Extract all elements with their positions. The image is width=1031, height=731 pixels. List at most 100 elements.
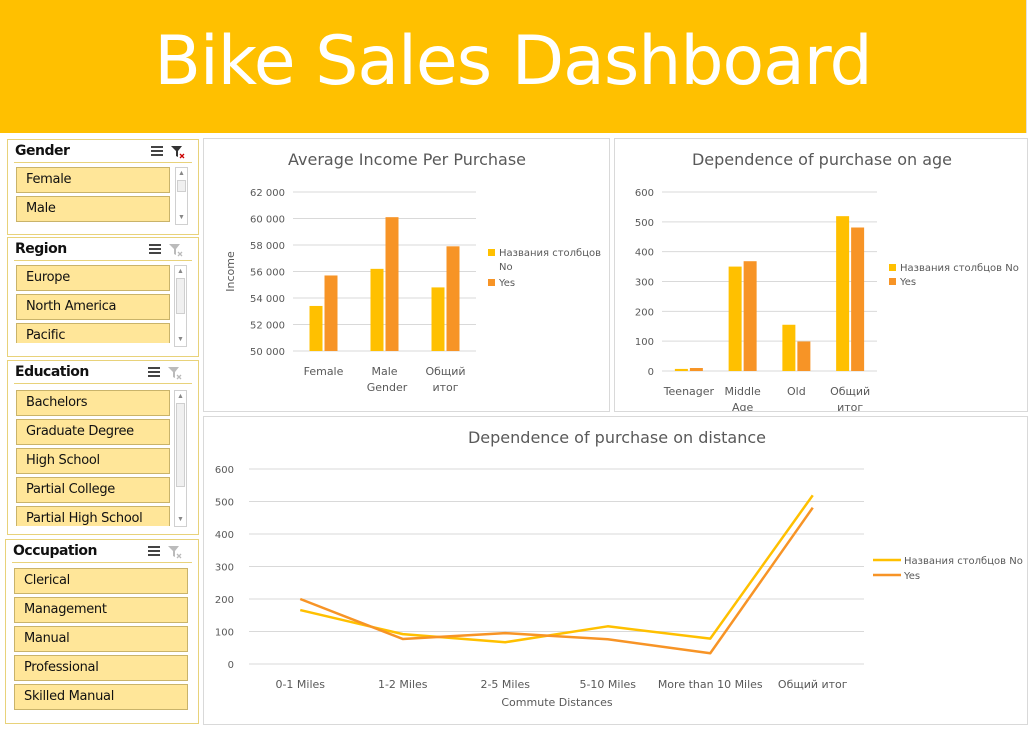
slicer-region[interactable]: Region Europe North America Pacific ▲ ▼ — [7, 237, 199, 357]
slicer-item-partial-college[interactable]: Partial College — [16, 477, 170, 503]
x-tick-label: 1-2 Miles — [378, 678, 428, 691]
x-axis-title: Gender — [367, 381, 408, 394]
age-bar-chart: Dependence of purchase on age 0 100 200 300 4… — [635, 150, 1019, 414]
slicer-header-divider — [14, 260, 192, 261]
legend-swatch-0 — [889, 264, 896, 271]
chart-title: Dependence of purchase on distance — [468, 428, 766, 447]
y-tick-label: 0 — [228, 660, 234, 671]
slicer-item-pacific[interactable]: Pacific — [16, 323, 170, 343]
scroll-down-icon[interactable]: ▼ — [177, 336, 184, 343]
slicer-scrollbar[interactable]: ▲ ▼ — [174, 265, 187, 347]
slicer-item-graduate-degree[interactable]: Graduate Degree — [16, 419, 170, 445]
scroll-thumb[interactable] — [176, 403, 185, 487]
legend-label: Yes — [498, 278, 515, 289]
x-tick-label: Общий — [830, 385, 870, 398]
clear-filter-icon[interactable] — [171, 145, 185, 159]
slicer-item-clerical[interactable]: Clerical — [14, 568, 188, 594]
dashboard-title: Bike Sales Dashboard — [154, 22, 872, 101]
slicer-item-bachelors[interactable]: Bachelors — [16, 390, 170, 416]
y-tick-label: 54 000 — [250, 294, 285, 305]
slicer-item-north-america[interactable]: North America — [16, 294, 170, 320]
scroll-down-icon[interactable]: ▼ — [178, 214, 185, 221]
legend-label: No — [499, 262, 513, 273]
x-tick-label: 5-10 Miles — [579, 678, 636, 691]
scroll-up-icon[interactable]: ▲ — [177, 393, 184, 400]
bar-0-1 — [728, 266, 742, 371]
bar-1-0 — [324, 275, 338, 351]
y-tick-label: 500 — [215, 498, 234, 509]
legend-swatch-0 — [488, 249, 495, 256]
bar-1-3 — [851, 227, 865, 371]
y-tick-label: 500 — [635, 218, 654, 229]
y-tick-label: 56 000 — [250, 268, 285, 279]
slicer-region-title: Region — [15, 241, 67, 257]
x-tick-label: Female — [304, 365, 344, 378]
multi-select-icon[interactable] — [149, 243, 161, 255]
slicer-item-management[interactable]: Management — [14, 597, 188, 623]
slicer-item-partial-high-school[interactable]: Partial High School — [16, 506, 170, 526]
chart-card-income[interactable]: Average Income Per Purchase 50 000 52 000 5… — [203, 138, 610, 412]
slicer-item-high-school[interactable]: High School — [16, 448, 170, 474]
chart-card-distance[interactable]: Dependence of purchase on distance 0 100 20… — [203, 416, 1028, 725]
bar-1-1 — [385, 217, 399, 351]
slicer-education[interactable]: Education Bachelors Graduate Degree High… — [7, 360, 199, 535]
slicer-item-professional[interactable]: Professional — [14, 655, 188, 681]
clear-filter-icon — [168, 367, 182, 380]
scroll-up-icon[interactable]: ▲ — [178, 170, 185, 177]
bar-0-2 — [431, 287, 445, 351]
x-tick-label: итог — [837, 401, 863, 411]
legend-label: Yes — [903, 571, 920, 582]
x-tick-label: Male — [371, 365, 397, 378]
slicer-occupation-title: Occupation — [13, 543, 98, 559]
bar-1-1 — [743, 261, 757, 371]
chart-title: Average Income Per Purchase — [288, 150, 526, 169]
slicer-header-divider — [14, 383, 192, 384]
income-bar-chart: Average Income Per Purchase 50 000 52 000 5… — [224, 150, 601, 394]
scroll-up-icon[interactable]: ▲ — [177, 268, 184, 275]
y-tick-label: 200 — [635, 307, 654, 318]
y-tick-label: 300 — [635, 278, 654, 289]
x-tick-label: Teenager — [663, 385, 715, 398]
bar-0-0 — [674, 368, 688, 371]
slicer-gender-title: Gender — [15, 143, 70, 159]
bar-1-2 — [797, 341, 811, 371]
slicer-item-skilled-manual[interactable]: Skilled Manual — [14, 684, 188, 710]
distance-line-chart: Dependence of purchase on distance 0 100 20… — [215, 428, 1023, 709]
x-tick-label: итог — [432, 381, 458, 394]
x-tick-label: Old — [787, 385, 806, 398]
y-tick-label: 100 — [635, 337, 654, 348]
y-tick-label: 600 — [215, 465, 234, 476]
scroll-down-icon[interactable]: ▼ — [177, 516, 184, 523]
x-tick-label: Общий итог — [778, 678, 848, 691]
slicer-scrollbar[interactable]: ▲ ▼ — [174, 390, 187, 527]
bar-0-3 — [836, 216, 850, 371]
slicer-education-title: Education — [15, 364, 89, 380]
multi-select-icon[interactable] — [148, 366, 160, 378]
slicer-scrollbar[interactable]: ▲ ▼ — [175, 167, 188, 225]
y-tick-label: 50 000 — [250, 347, 285, 358]
multi-select-icon[interactable] — [148, 545, 160, 557]
y-tick-label: 400 — [635, 248, 654, 259]
scroll-thumb[interactable] — [176, 278, 185, 314]
scroll-thumb[interactable] — [177, 180, 186, 192]
slicer-item-female[interactable]: Female — [16, 167, 170, 193]
chart-title: Dependence of purchase on age — [692, 150, 952, 169]
y-tick-label: 60 000 — [250, 215, 285, 226]
y-tick-label: 58 000 — [250, 241, 285, 252]
slicer-header-divider — [14, 162, 192, 163]
x-tick-label: 2-5 Miles — [480, 678, 530, 691]
legend-swatch-1 — [889, 278, 896, 285]
slicer-item-male[interactable]: Male — [16, 196, 170, 222]
slicer-occupation[interactable]: Occupation Clerical Management Manual Pr… — [5, 539, 199, 724]
chart-card-age[interactable]: Dependence of purchase on age 0 100 200 300 4… — [614, 138, 1028, 414]
y-tick-label: 62 000 — [250, 188, 285, 199]
y-tick-label: 200 — [215, 595, 234, 606]
slicer-gender[interactable]: Gender Female Male ▲ ▼ — [7, 139, 199, 235]
slicer-item-manual[interactable]: Manual — [14, 626, 188, 652]
clear-filter-icon — [168, 546, 182, 559]
slicer-item-europe[interactable]: Europe — [16, 265, 170, 291]
multi-select-icon[interactable] — [151, 145, 163, 157]
y-tick-label: 400 — [215, 530, 234, 541]
x-tick-label: 0-1 Miles — [275, 678, 325, 691]
y-tick-label: 300 — [215, 563, 234, 574]
